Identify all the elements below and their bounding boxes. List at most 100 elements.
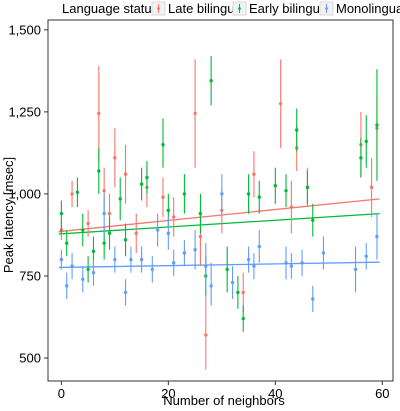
data-point (246, 192, 251, 196)
data-point (193, 248, 197, 252)
data-point (359, 156, 363, 160)
data-point (300, 261, 304, 265)
legend-title: Language status (62, 1, 159, 16)
data-point (225, 267, 229, 272)
y-tick-label: 500 (19, 351, 41, 366)
x-tick-label: 40 (268, 386, 282, 401)
x-axis: 0 20 40 60 (58, 381, 390, 401)
legend-item-1: Early bilingual (232, 1, 330, 16)
data-point (257, 195, 261, 199)
data-point (246, 257, 251, 262)
data-point (139, 182, 144, 186)
data-point (70, 264, 74, 268)
y-axis: 500 750 1,000 1,250 1,500 (8, 22, 48, 366)
legend-item-0: Late bilingual (151, 1, 245, 16)
data-point (134, 231, 138, 236)
data-point (123, 172, 128, 176)
data-point (305, 185, 310, 190)
data-point (59, 211, 64, 216)
data-point (369, 185, 374, 190)
data-point (81, 277, 85, 281)
legend-label: Early bilingual (249, 1, 330, 16)
data-point (91, 271, 96, 275)
data-point (364, 254, 368, 258)
fit-lines (58, 198, 380, 269)
data-point (257, 244, 261, 249)
y-tick-label: 1,500 (8, 22, 41, 37)
data-point (86, 221, 90, 226)
data-point (65, 284, 69, 288)
data-point (252, 172, 256, 176)
data-point (171, 261, 176, 265)
data-point (209, 284, 213, 288)
data-point (139, 257, 144, 262)
y-axis-label: Peak latency [msec] (1, 157, 16, 273)
data-point (375, 123, 379, 127)
data-point (171, 215, 176, 219)
legend-key-point (325, 7, 328, 10)
data-point (166, 231, 171, 236)
x-tick-label: 20 (161, 386, 175, 401)
data-point (129, 257, 133, 262)
legend-key-point (238, 7, 241, 10)
data-point (198, 234, 203, 239)
data-point (311, 297, 315, 301)
data-point (97, 111, 101, 116)
data-point (198, 211, 203, 216)
data-point (102, 241, 106, 245)
data-point (70, 192, 74, 196)
data-point (97, 169, 101, 173)
fit-line-0 (58, 198, 380, 233)
data-point (321, 251, 326, 255)
data-point (182, 251, 187, 255)
data-point (155, 228, 160, 232)
data-point (375, 234, 379, 239)
data-point (107, 231, 112, 236)
legend-key-point (157, 7, 160, 10)
data-point (204, 264, 208, 268)
series-0 (59, 59, 379, 370)
data-point (193, 111, 197, 116)
data-point (150, 267, 155, 272)
data-point (364, 139, 368, 144)
data-point (289, 264, 294, 268)
data-point (123, 290, 128, 295)
data-point (353, 267, 358, 272)
data-point (145, 175, 149, 180)
data-point (284, 188, 288, 193)
data-point (107, 211, 112, 216)
legend-label: Late bilingual (168, 1, 245, 16)
data-point (161, 195, 165, 199)
data-point (91, 249, 96, 254)
data-point (81, 228, 85, 232)
data-point (273, 184, 278, 188)
data-point (182, 192, 187, 196)
x-tick-label: 0 (58, 386, 65, 401)
data-point (209, 79, 213, 83)
data-point (236, 290, 240, 295)
data-point (161, 143, 165, 147)
fit-line-2 (58, 261, 380, 269)
y-tick-label: 1,250 (8, 104, 41, 119)
data-point (59, 257, 64, 262)
data-point (278, 101, 283, 106)
data-point (86, 267, 90, 272)
y-tick-label: 750 (19, 268, 41, 283)
data-point (284, 261, 288, 265)
data-point (123, 238, 128, 242)
series-1 (59, 56, 379, 332)
data-point (75, 190, 80, 194)
data-point (113, 156, 117, 160)
data-point (204, 333, 208, 337)
data-point (65, 241, 69, 245)
data-point (252, 264, 256, 268)
data-point (241, 316, 245, 321)
data-point (241, 290, 245, 295)
legend: Language status Late bilingual Early bili… (62, 1, 400, 16)
data-point (113, 257, 117, 262)
data-point (289, 205, 294, 209)
x-tick-label: 60 (375, 386, 389, 401)
data-points (59, 56, 379, 370)
y-tick-label: 1,000 (8, 186, 41, 201)
data-point (102, 211, 106, 216)
